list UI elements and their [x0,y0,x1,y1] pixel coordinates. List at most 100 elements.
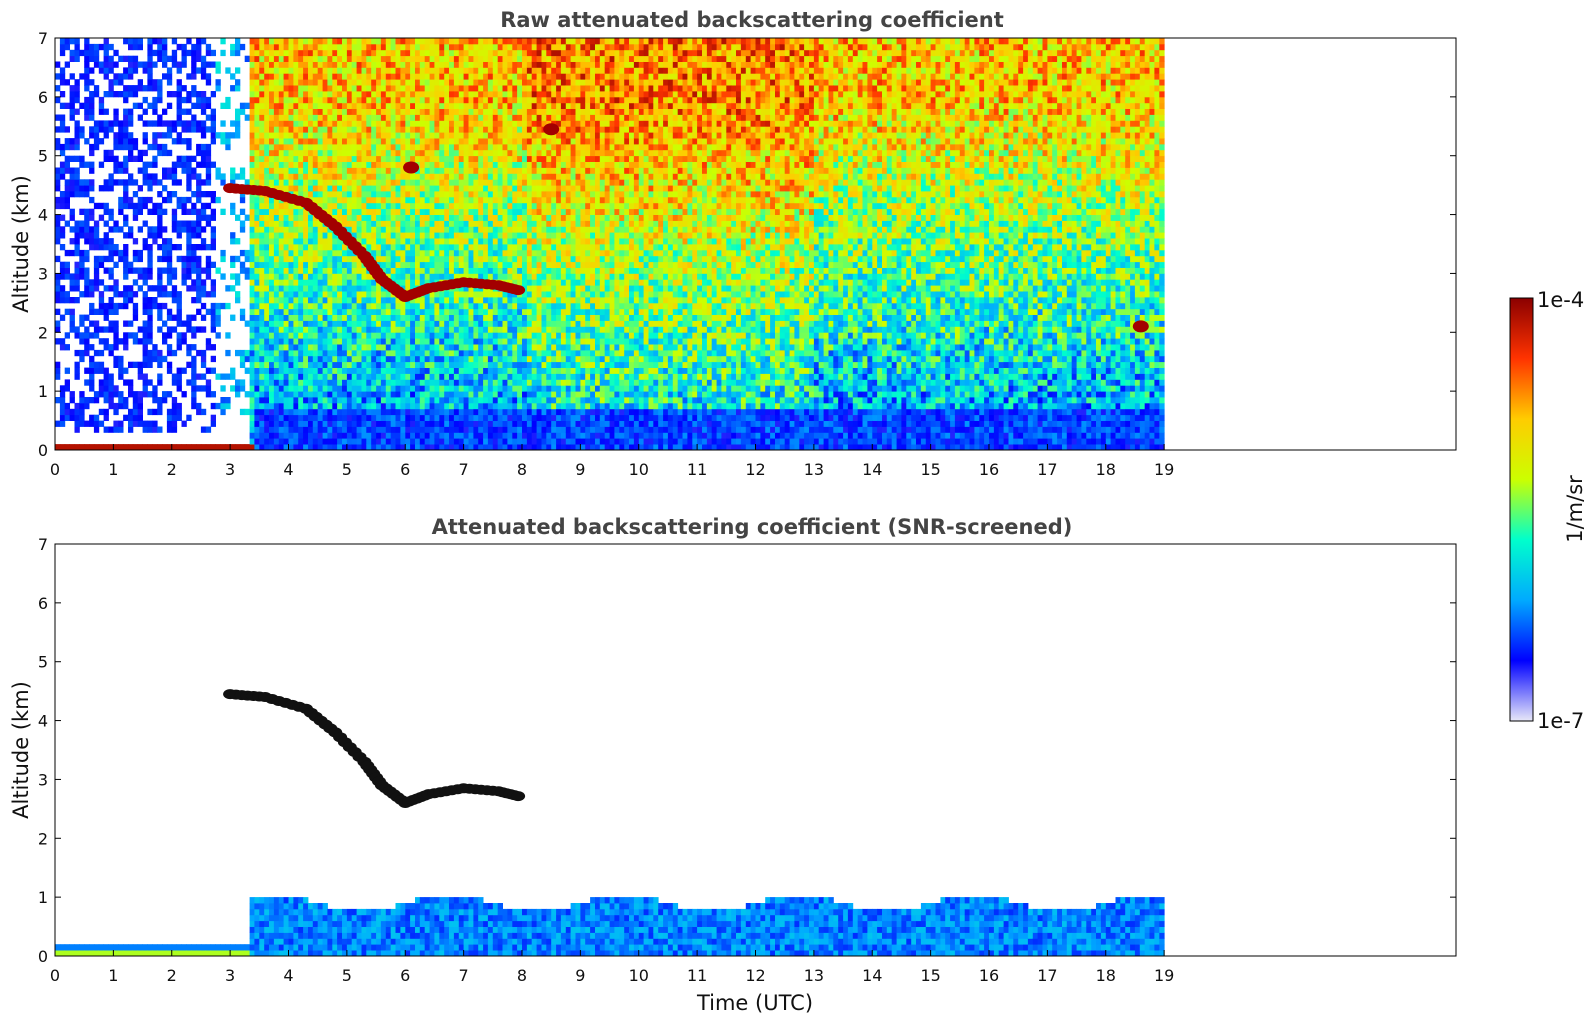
heatmap-cell [278,414,285,421]
heatmap-cell [308,273,314,280]
heatmap-cell [371,196,377,204]
heatmap-cell [303,338,309,345]
heatmap-cell [230,273,236,280]
heatmap-cell [79,420,85,427]
heatmap-cell [444,226,450,233]
heatmap-cell [278,96,285,104]
heatmap-cell [264,385,270,392]
heatmap-cell [79,49,85,57]
heatmap-cell [327,344,333,351]
heatmap-cell [108,173,114,180]
heatmap-cell [346,73,353,80]
heatmap-cell [298,67,304,74]
heatmap-cell [322,149,328,157]
heatmap-cell [166,249,173,257]
heatmap-cell [303,138,309,145]
heatmap-cell [439,291,445,298]
heatmap-cell [93,261,100,268]
heatmap-cell [322,91,328,98]
heatmap-cell [453,420,460,427]
heatmap-cell [366,220,372,227]
heatmap-cell [424,185,430,192]
heatmap-cell [390,320,396,327]
heatmap-cell [84,379,90,386]
heatmap-cell [89,143,95,151]
heatmap-cell [371,402,377,410]
heatmap-cell [98,120,105,127]
heatmap-cell [288,249,294,257]
heatmap-cell [210,49,216,57]
heatmap-cell [137,267,143,274]
heatmap-cell [235,214,241,221]
heatmap-cell [385,397,392,404]
heatmap-cell [142,96,148,104]
heatmap-cell [439,120,445,127]
heatmap-cell [249,355,255,363]
heatmap-cell [181,85,187,92]
heatmap-cell [429,379,435,386]
heatmap-cell [132,214,139,221]
heatmap-cell [410,49,416,57]
heatmap-cell [312,279,319,286]
heatmap-cell [492,373,499,380]
heatmap-cell [463,338,469,345]
heatmap-cell [361,67,367,74]
heatmap-cell [283,402,289,410]
heatmap-cell [497,426,503,433]
heatmap-cell [483,167,489,174]
heatmap-cell [405,138,411,145]
heatmap-cell [205,273,212,280]
heatmap-cell [166,326,173,333]
heatmap-cell [478,43,484,51]
heatmap-cell [492,185,499,192]
heatmap-cell [176,67,182,74]
heatmap-cell [79,444,85,451]
heatmap-cell [186,244,192,251]
heatmap-cell [157,79,163,86]
heatmap-cell [478,238,484,245]
heatmap-cell [157,255,163,263]
heatmap-cell [64,297,70,304]
heatmap-cell [152,344,158,351]
heatmap-cell [419,361,426,368]
heatmap-cell [463,91,469,98]
heatmap-cell [84,314,90,321]
heatmap-cell [424,120,430,127]
heatmap-cell [162,167,168,174]
heatmap-cell [424,79,430,86]
heatmap-cell [458,108,465,115]
heatmap-cell [458,438,465,445]
heatmap-cell [395,196,401,204]
heatmap-cell [288,73,294,80]
heatmap-cell [487,79,494,86]
heatmap-cell [463,167,469,174]
heatmap-cell [429,420,435,427]
heatmap-cell [497,332,503,339]
heatmap-cell [478,426,484,433]
heatmap-cell [332,338,338,345]
heatmap-cell [361,332,367,339]
heatmap-cell [410,255,416,263]
heatmap-cell [385,232,392,239]
heatmap-cell [327,349,333,357]
heatmap-cell [308,179,314,186]
heatmap-cell [439,391,445,398]
heatmap-cell [449,326,455,333]
heatmap-cell [317,314,323,321]
heatmap-cell [322,238,328,245]
heatmap-cell [269,291,275,298]
heatmap-cell [230,314,236,321]
heatmap-cell [137,361,143,368]
heatmap-cell [419,126,426,133]
heatmap-cell [434,438,440,445]
heatmap-cell [424,402,430,410]
heatmap-cell [487,267,494,274]
heatmap-cell [235,255,241,263]
heatmap-cell [298,402,304,410]
heatmap-cell [147,420,153,427]
heatmap-cell [308,314,314,321]
heatmap-cell [293,379,299,386]
heatmap-cell [444,167,450,174]
heatmap-cell [322,96,328,104]
heatmap-cell [376,202,382,210]
